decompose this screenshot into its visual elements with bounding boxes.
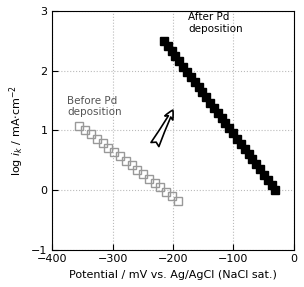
X-axis label: Potential / mV vs. Ag/AgCl (NaCl sat.): Potential / mV vs. Ag/AgCl (NaCl sat.) <box>69 270 277 280</box>
Text: Before Pd
deposition: Before Pd deposition <box>67 96 122 117</box>
Text: After Pd
deposition: After Pd deposition <box>188 12 243 34</box>
Y-axis label: log $i_k$ / mA$\cdot$cm$^{-2}$: log $i_k$ / mA$\cdot$cm$^{-2}$ <box>7 85 26 176</box>
